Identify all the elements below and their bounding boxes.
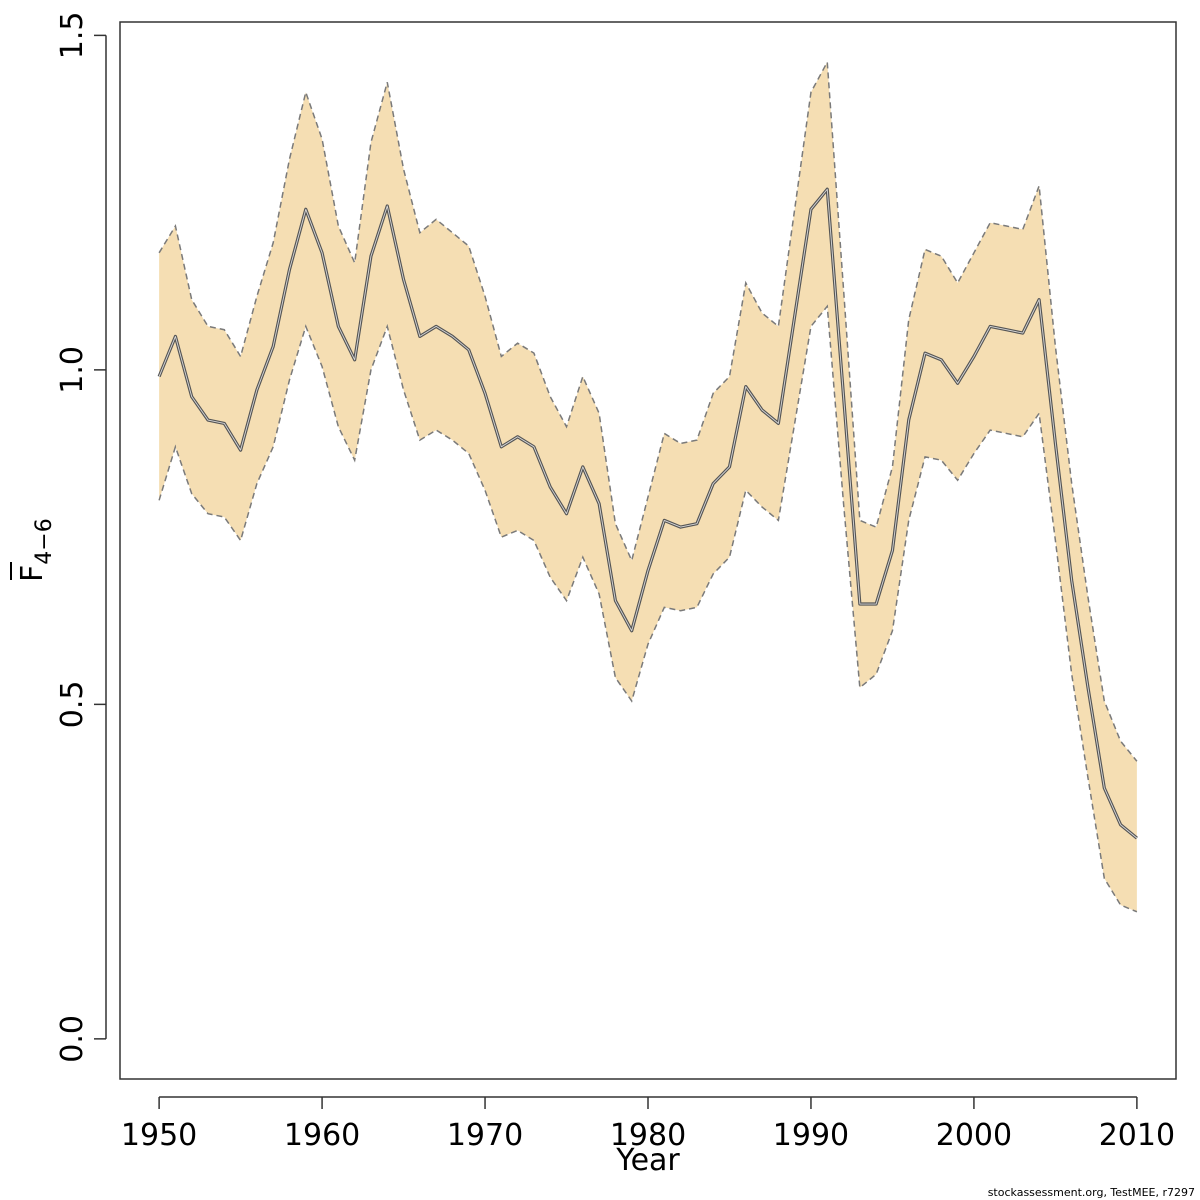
- x-tick-label: 1980: [610, 1118, 686, 1153]
- y-axis-title: F4−6: [10, 518, 57, 582]
- y-tick-label: 0.5: [55, 681, 90, 729]
- confidence-band-area: [159, 62, 1137, 912]
- y-tick-label: 1.0: [55, 346, 90, 394]
- y-axis-title-main: F: [15, 565, 50, 582]
- lower-bound-line: [158, 304, 1138, 913]
- x-tick-label: 1990: [773, 1118, 849, 1153]
- y-tick-label: 1.5: [55, 12, 90, 60]
- x-tick-label: 1970: [447, 1118, 523, 1153]
- x-tick-label: 1960: [284, 1118, 360, 1153]
- y-axis-title-subscript: 4−6: [32, 518, 57, 564]
- estimate-line-core: [158, 188, 1138, 839]
- x-tick-label: 2000: [936, 1118, 1012, 1153]
- x-tick-label: 2010: [1099, 1118, 1175, 1153]
- x-axis-title: Year: [615, 1143, 680, 1178]
- y-tick-label: 0.0: [55, 1015, 90, 1063]
- credit-text: stockassessment.org, TestMEE, r7297: [988, 1186, 1195, 1199]
- x-tick-label: 1950: [121, 1118, 197, 1153]
- series-lines: [157, 59, 1138, 913]
- confidence-band: [159, 62, 1137, 912]
- axes: 1950 1960 1970 1980 1990 2000 2010 0.0 0.5 1.0 1.5: [55, 12, 1175, 1153]
- upper-bound-line: [158, 59, 1138, 762]
- plot-frame: [119, 21, 1177, 1080]
- svg-text:F4−6: F4−6: [15, 518, 57, 582]
